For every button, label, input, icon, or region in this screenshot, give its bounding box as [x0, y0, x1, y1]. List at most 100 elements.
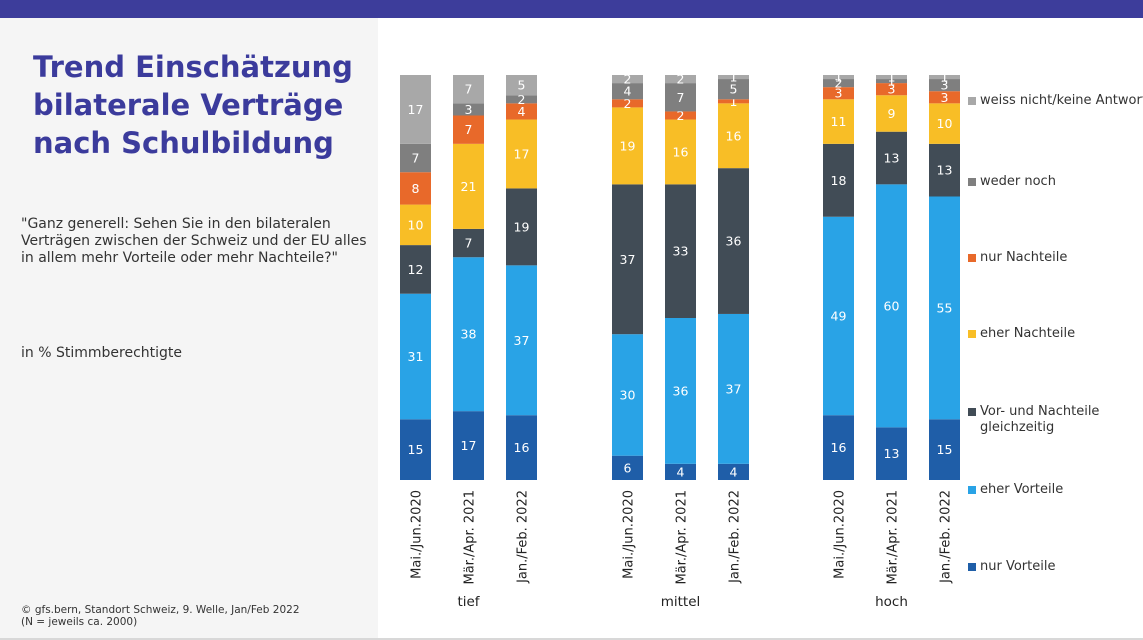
data-label: 55 — [937, 300, 953, 315]
bar-segment — [506, 415, 537, 480]
bar-segment — [453, 143, 484, 229]
data-label: 15 — [937, 442, 953, 457]
data-label: 37 — [620, 252, 636, 267]
source: (N = jeweils ca. 2000) — [21, 616, 138, 628]
data-label: 13 — [884, 151, 900, 166]
bar-segment — [612, 334, 643, 456]
data-label: 36 — [726, 234, 742, 249]
data-label: 2 — [624, 96, 632, 111]
bar-segment — [665, 119, 696, 185]
bar-segment — [506, 75, 537, 96]
legend-label: weiss nicht/keine Antwort — [980, 93, 1143, 108]
bar-segment — [400, 143, 431, 173]
source: © gfs.bern, Standort Schweiz, 9. Welle, … — [21, 604, 300, 616]
legend-label: nur Nachteile — [980, 250, 1068, 265]
data-label: 3 — [835, 86, 843, 101]
data-label: 7 — [677, 90, 685, 105]
data-label: 15 — [408, 442, 424, 457]
bar-segment — [612, 75, 643, 84]
bar-segment — [876, 427, 907, 480]
bar-segment — [665, 318, 696, 464]
bar-segment — [400, 419, 431, 480]
data-label: 5 — [518, 78, 526, 93]
legend-label: nur Vorteile — [980, 559, 1056, 574]
data-label: 4 — [518, 104, 526, 119]
legend-swatch — [968, 97, 976, 105]
data-label: 18 — [831, 173, 847, 188]
bar-segment — [823, 87, 854, 100]
bar-segment — [823, 216, 854, 416]
x-tick-label: Mär./Apr. 2021 — [463, 490, 478, 585]
data-label: 16 — [726, 128, 742, 143]
legend-item: nur Nachteile — [968, 250, 1143, 266]
data-label: 2 — [835, 76, 843, 91]
data-label: 2 — [677, 108, 685, 123]
data-label: 38 — [461, 327, 477, 342]
data-label: 13 — [884, 446, 900, 461]
question: "Ganz generell: Sehen Sie in den bilater… — [21, 216, 367, 266]
data-label: 7 — [412, 151, 420, 166]
bar-segment — [612, 83, 643, 100]
bar-segment — [612, 107, 643, 185]
bar-segment — [400, 172, 431, 205]
legend-swatch — [968, 330, 976, 338]
bar-segment — [665, 184, 696, 318]
title: Trend Einschätzung bilaterale Verträge n… — [33, 50, 353, 160]
x-tick-label: Mär./Apr. 2021 — [886, 490, 901, 585]
x-tick-label: Mai./Jun.2020 — [622, 490, 637, 579]
bar-segment — [718, 463, 749, 480]
data-label: 19 — [514, 219, 530, 234]
data-label: 4 — [677, 464, 685, 479]
bar-segment — [876, 131, 907, 185]
bar-segment — [400, 204, 431, 246]
data-label: 3 — [941, 78, 949, 93]
data-label: 10 — [408, 217, 424, 232]
bar-segment — [453, 228, 484, 258]
data-label: 6 — [624, 460, 632, 475]
unit-note: in % Stimmberechtigte — [21, 345, 183, 361]
bar-segment — [718, 103, 749, 169]
data-label: 5 — [730, 82, 738, 97]
data-label: 21 — [461, 179, 477, 194]
bar-segment — [665, 463, 696, 480]
data-label: 11 — [831, 114, 847, 129]
bar-segment — [612, 455, 643, 480]
bar-segment — [718, 99, 749, 104]
bar-segment — [718, 168, 749, 314]
data-label: 37 — [514, 333, 530, 348]
x-tick-label: Jan./Feb. 2022 — [728, 490, 743, 584]
bar-segment — [929, 75, 960, 80]
bar-segment — [718, 79, 749, 100]
bar-segment — [876, 75, 907, 80]
bar-segment — [665, 83, 696, 112]
data-label: 16 — [831, 440, 847, 455]
data-label: 2 — [677, 72, 685, 87]
data-label: 4 — [730, 464, 738, 479]
legend-swatch — [968, 408, 976, 416]
bar-segment — [665, 111, 696, 120]
legend-label: Vor- und Nachteile gleichzeitig — [980, 404, 1100, 435]
data-label: 31 — [408, 349, 424, 364]
data-label: 3 — [888, 82, 896, 97]
data-label: 12 — [408, 262, 424, 277]
data-label: 30 — [620, 387, 636, 402]
bar-segment — [506, 188, 537, 266]
group-label: mittel — [661, 594, 701, 610]
bar-segment — [506, 119, 537, 189]
data-label: 2 — [518, 92, 526, 107]
bar-segment — [453, 257, 484, 412]
bar-segment — [823, 143, 854, 217]
bar-segment — [506, 103, 537, 120]
data-label: 1 — [835, 70, 843, 85]
data-label: 7 — [465, 122, 473, 137]
bar-segment — [929, 79, 960, 92]
data-label: 1 — [888, 74, 896, 89]
legend-label: eher Nachteile — [980, 326, 1076, 341]
bar-segment — [876, 79, 907, 84]
bar-segment — [929, 103, 960, 144]
left-panel — [0, 18, 378, 638]
legend-item: Vor- und Nachteile gleichzeitig — [968, 404, 1143, 436]
bar-segment — [929, 196, 960, 420]
data-label: 37 — [726, 381, 742, 396]
